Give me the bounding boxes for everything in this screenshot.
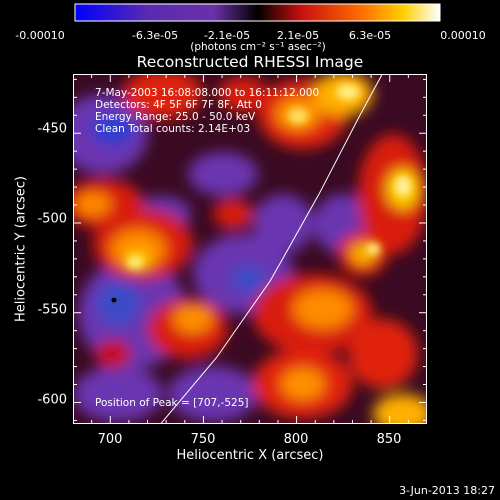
energy-annotation: Energy Range: 25.0 - 50.0 keV: [95, 111, 256, 123]
time-range-annotation: 7-May-2003 16:08:08.000 to 16:11:12.000: [95, 87, 320, 99]
x-tick-label: 800: [283, 432, 309, 447]
y-axis-label: Heliocentric Y (arcsec): [13, 176, 29, 322]
plot-image: [73, 74, 427, 424]
colorbar-gradient: [74, 3, 441, 22]
colorbar-tick-label: 6.3e-05: [348, 29, 392, 42]
y-tick-label: -600: [37, 392, 67, 408]
y-tick-label: -450: [37, 121, 67, 137]
colorbar-tick-label: 2.1e-05: [276, 29, 320, 42]
y-axis-ticks: -450 -500 -550 -600: [0, 0, 67, 500]
footer-date: 3-Jun-2013 18:27: [399, 484, 495, 497]
detectors-annotation: Detectors: 4F 5F 6F 7F 8F, Att 0: [95, 99, 262, 111]
colorbar-tick-label: -6.3e-05: [131, 29, 179, 42]
solar-limb-curve: [160, 74, 383, 424]
colorbar-tick-label: -0.00010: [15, 29, 65, 42]
colorbar: [74, 3, 441, 22]
colorbar-tick-label: -2.1e-05: [203, 29, 251, 42]
peak-marker: [111, 297, 117, 303]
colorbar-tick-label: 0.00010: [440, 29, 486, 42]
peak-annotation: Position of Peak = [707,-525]: [95, 397, 249, 409]
y-tick-label: -550: [37, 302, 67, 318]
colorbar-units: (photons cm⁻² s⁻¹ asec⁻²): [190, 41, 326, 53]
chart-title: Reconstructed RHESSI Image: [136, 53, 364, 71]
clean-annotation: Clean Total counts: 2.14E+03: [95, 123, 251, 135]
x-axis-label: Heliocentric X (arcsec): [176, 448, 324, 463]
x-tick-label: 700: [97, 432, 123, 447]
x-tick-label: 750: [190, 432, 216, 447]
x-tick-label: 850: [376, 432, 402, 447]
y-tick-label: -500: [37, 211, 67, 227]
